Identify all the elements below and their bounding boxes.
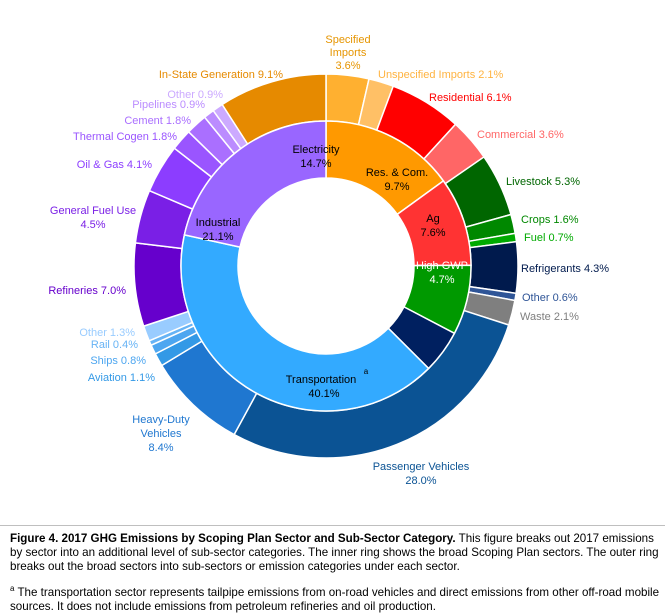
inner-segment-transportation-4 [180,233,430,412]
label-passenger-vehicles-line2: 28.0% [405,475,436,487]
label-livestock: Livestock 5.3% [506,176,580,188]
label-aviation: Aviation 1.1% [88,372,155,384]
inner-value-transportation: 40.1% [308,388,339,400]
inner-footnote-mark: a [364,367,369,376]
label-industrial-other: Other 0.9% [167,89,223,101]
label-heavy-duty-line1: Heavy-Duty [132,414,190,426]
inner-label-high-gwp: High GWP [416,260,468,272]
label-heavy-duty-line2: Vehicles [141,428,182,440]
inner-label-res-com: Res. & Com. [366,167,428,179]
label-oil-gas: Oil & Gas 4.1% [77,159,152,171]
caption-text: This figure breaks out 2017 emissions by… [10,532,659,573]
label-residential: Residential 6.1% [429,92,512,104]
figure-caption: Figure 4. 2017 GHG Emissions by Scoping … [10,532,660,574]
footnote: a The transportation sector represents t… [10,582,660,614]
label-ships: Ships 0.8% [90,355,146,367]
inner-value-res-com: 9.7% [384,181,409,193]
label-waste: Waste 2.1% [520,311,579,323]
inner-label-industrial: Industrial [196,217,241,229]
label-specified-imports-line2: Imports [330,47,367,59]
inner-ring [180,120,472,412]
label-general-fuel-use-line1: General Fuel Use [50,205,136,217]
inner-value-electricity: 14.7% [300,158,331,170]
inner-segment-industrial-5 [183,120,327,248]
label-crops: Crops 1.6% [521,214,579,226]
label-refineries: Refineries 7.0% [48,285,126,297]
inner-label-transportation: Transportation [286,374,357,386]
label-general-fuel-use-line2: 4.5% [80,219,105,231]
label-specified-imports-line3: 3.6% [335,60,360,72]
label-pipelines: Pipelines 0.9% [132,99,205,111]
label-heavy-duty-line3: 8.4% [148,442,173,454]
sunburst-chart: Electricity 14.7% Res. & Com. 9.7% Ag 7.… [48,34,609,487]
inner-value-ag: 7.6% [420,227,445,239]
caption-divider [0,525,665,526]
label-passenger-vehicles-line1: Passenger Vehicles [373,461,470,473]
label-cement: Cement 1.8% [124,115,191,127]
footnote-mark: a [10,584,15,593]
inner-value-high-gwp: 4.7% [429,274,454,286]
label-commercial: Commercial 3.6% [477,129,564,141]
label-refrigerants: Refrigerants 4.3% [521,263,609,275]
label-rail: Rail 0.4% [91,339,138,351]
label-hgwp-other: Other 0.6% [522,292,578,304]
label-thermal-cogen: Thermal Cogen 1.8% [73,131,177,143]
outer-segment-refrigerants-4-3-7 [468,240,519,295]
outer-segment-refineries-7-0-16 [133,242,190,328]
inner-label-electricity: Electricity [292,144,340,156]
label-fuel: Fuel 0.7% [524,232,574,244]
footnote-text: The transportation sector represents tai… [10,585,660,613]
caption-title: Figure 4. 2017 GHG Emissions by Scoping … [10,532,456,545]
inner-value-industrial: 21.1% [202,231,233,243]
label-specified-imports-line1: Specified [325,34,370,46]
label-in-state-generation: In-State Generation 9.1% [159,69,283,81]
label-unspecified-imports: Unspecified Imports 2.1% [378,69,504,81]
label-transport-other: Other 1.3% [79,327,135,339]
inner-label-ag: Ag [426,213,439,225]
